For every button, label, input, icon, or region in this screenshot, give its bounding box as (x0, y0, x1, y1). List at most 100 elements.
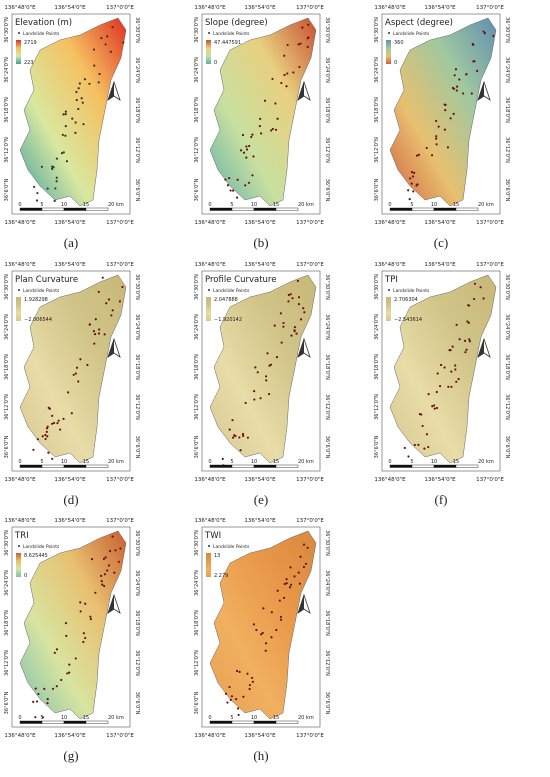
north-arrow (107, 80, 121, 101)
scale-label: 0 (208, 202, 211, 208)
landslide-point (270, 636, 273, 639)
lat-label: 36°30'0"N (4, 274, 10, 300)
landslide-point (292, 71, 295, 74)
landslide-point (245, 156, 248, 159)
landslide-point (457, 377, 460, 381)
lon-label: 136°48'0"E (374, 477, 406, 483)
landslide-point (101, 583, 104, 586)
map-title: Plan Curvature (15, 275, 78, 285)
landslide-point (306, 45, 309, 48)
map-title: Slope (degree) (205, 18, 268, 28)
landslide-point (47, 451, 50, 454)
landslide-point (84, 602, 87, 605)
lon-label: 136°54'0"E (54, 220, 86, 226)
lat-label: 36°12'0"N (134, 394, 140, 420)
scale-label: 15 (453, 459, 459, 465)
landslide-point (238, 436, 241, 439)
landslide-point (97, 290, 100, 293)
lat-label: 36°18'0"N (324, 610, 330, 636)
north-arrow (477, 80, 491, 101)
landslide-point (231, 189, 235, 192)
landslide-point (270, 611, 273, 614)
scale-label: 0 (18, 202, 21, 208)
scale-bar (209, 464, 233, 468)
lon-label: 137°0'0"E (296, 220, 324, 226)
landslide-point (100, 574, 103, 577)
landslide-point (64, 134, 67, 137)
scale-label: 15 (273, 715, 279, 721)
landslide-point (107, 564, 111, 567)
landslide-point (447, 385, 450, 388)
landslide-point (435, 135, 438, 138)
lon-label: 137°0'0"E (106, 5, 134, 11)
scale-bar (433, 207, 457, 211)
landslide-point (293, 326, 297, 329)
landslide-point (82, 632, 85, 635)
scale-bar (231, 207, 255, 211)
landslide-point (423, 447, 426, 450)
landslide-point (412, 190, 415, 193)
lon-label: 136°48'0"E (4, 220, 36, 226)
lat-label: 36°12'0"N (324, 394, 330, 420)
landslide-point (250, 135, 253, 139)
scale-bar (41, 207, 65, 211)
landslide-point (421, 424, 424, 428)
lon-label: 137°0'0"E (476, 220, 504, 226)
landslide-point (79, 601, 82, 604)
landslide-point (242, 151, 246, 154)
landslide-point (430, 154, 434, 157)
scale-label: 15 (83, 715, 89, 721)
landslide-point (265, 642, 268, 645)
scale-label: 15 (83, 202, 89, 208)
landslide-point (407, 455, 410, 458)
landslide-point (75, 98, 78, 102)
lon-label: 137°0'0"E (106, 518, 134, 524)
lat-label: 36°18'0"N (4, 97, 10, 123)
landslide-point (92, 48, 96, 51)
lat-label: 36°6'0"N (504, 436, 510, 459)
landslide-point (468, 340, 472, 343)
scale-label: 10 (61, 202, 67, 208)
landslide-point (235, 196, 239, 199)
landslide-point (252, 623, 255, 626)
lat-label: 36°12'0"N (4, 394, 10, 420)
lat-label: 36°6'0"N (504, 179, 510, 202)
landslide-point (117, 560, 120, 563)
lon-label: 136°54'0"E (424, 477, 456, 483)
scale-bar (41, 464, 65, 468)
scale-bar (275, 464, 299, 468)
lat-label: 36°12'0"N (134, 650, 140, 676)
landslide-point (226, 184, 230, 187)
landslide-point (261, 631, 264, 635)
lon-label: 137°0'0"E (106, 220, 134, 226)
landslide-point (248, 144, 251, 148)
lat-label: 36°24'0"N (134, 314, 140, 340)
landslide-point (103, 333, 106, 336)
landslide-point (246, 436, 250, 439)
landslide-point (228, 176, 231, 180)
legend-label: Landslide Points (393, 31, 430, 37)
landslide-point (231, 419, 234, 422)
legend-label: Landslide Points (213, 31, 250, 37)
lat-label: 36°30'0"N (4, 530, 10, 556)
landslide-point (462, 92, 465, 95)
legend-min: 0 (24, 573, 27, 579)
landslide-point (113, 571, 116, 574)
legend-label: Landslide Points (393, 288, 430, 294)
lat-label: 36°12'0"N (324, 650, 330, 676)
landslide-point (268, 364, 271, 367)
landslide-point (266, 352, 269, 355)
landslide-point (302, 543, 306, 546)
landslide-point (89, 615, 92, 618)
landslide-point (287, 293, 290, 297)
landslide-point (86, 363, 89, 367)
landslide-point (61, 133, 64, 136)
lon-label: 137°0'0"E (296, 733, 324, 739)
legend-ramp (16, 553, 21, 577)
lat-label: 36°18'0"N (134, 97, 140, 123)
landslide-point (230, 695, 234, 698)
lat-label: 36°18'0"N (504, 354, 510, 380)
scale-bar (433, 464, 457, 468)
lat-label: 36°18'0"N (374, 354, 380, 380)
landslide-point (62, 113, 65, 116)
